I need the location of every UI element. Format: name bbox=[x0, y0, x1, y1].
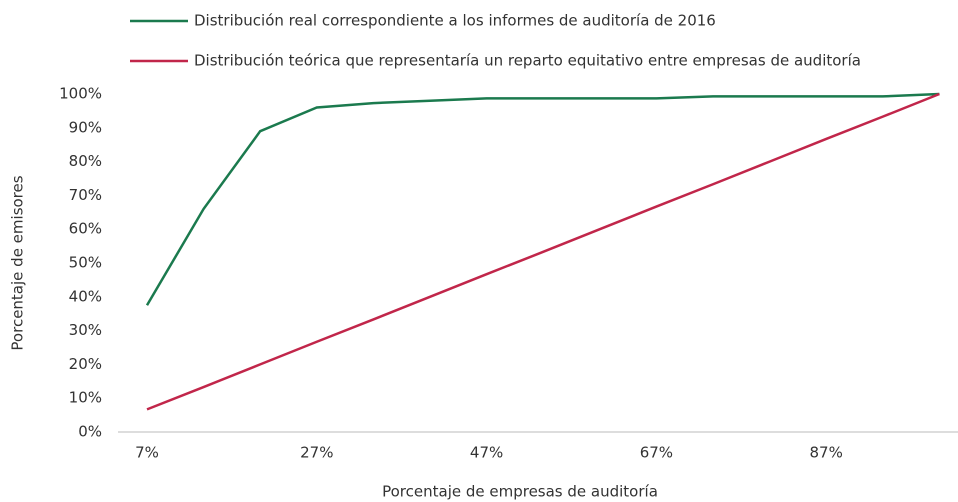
x-tick-label: 87% bbox=[810, 444, 843, 462]
y-tick-label: 30% bbox=[69, 321, 102, 339]
y-tick-label: 100% bbox=[59, 85, 102, 103]
y-tick-label: 50% bbox=[69, 254, 102, 272]
y-tick-label: 0% bbox=[78, 423, 102, 441]
y-tick-label: 70% bbox=[69, 186, 102, 204]
y-tick-label: 20% bbox=[69, 355, 102, 373]
y-tick-label: 60% bbox=[69, 220, 102, 238]
x-tick-label: 27% bbox=[300, 444, 333, 462]
legend-label: Distribución real correspondiente a los … bbox=[194, 12, 716, 30]
y-tick-label: 80% bbox=[69, 152, 102, 170]
x-axis-title: Porcentaje de empresas de auditoría bbox=[382, 483, 658, 501]
x-tick-label: 67% bbox=[640, 444, 673, 462]
x-tick-label: 47% bbox=[470, 444, 503, 462]
legend-label: Distribución teórica que representaría u… bbox=[194, 52, 861, 70]
y-tick-label: 10% bbox=[69, 389, 102, 407]
y-axis-title: Porcentaje de emisores bbox=[9, 175, 27, 350]
y-tick-label: 40% bbox=[69, 287, 102, 305]
line bbox=[145, 92, 940, 306]
y-tick-label: 90% bbox=[69, 118, 102, 136]
x-tick-label: 7% bbox=[135, 444, 159, 462]
line bbox=[146, 92, 940, 411]
